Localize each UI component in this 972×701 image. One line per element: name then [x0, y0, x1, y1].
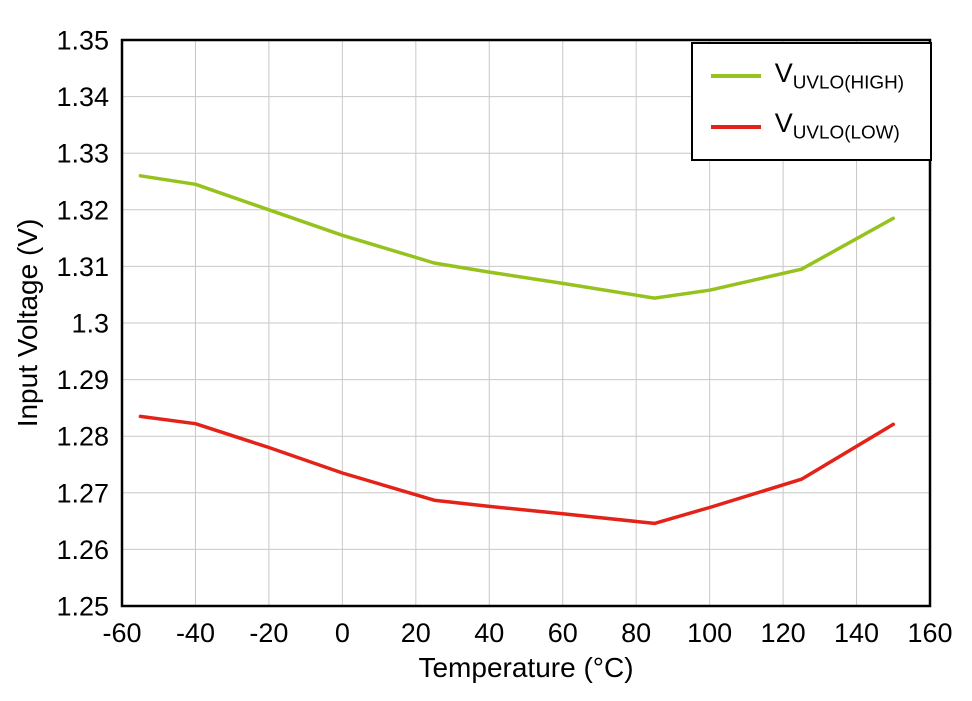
legend-label-vuvlo-high: VUVLO(HIGH)	[775, 58, 904, 94]
x-tick-label: -20	[249, 618, 288, 648]
x-tick-label: -40	[176, 618, 215, 648]
legend-item-vuvlo-low: VUVLO(LOW)	[710, 108, 904, 144]
legend: VUVLO(HIGH) VUVLO(LOW)	[690, 42, 932, 161]
legend-label-sub: UVLO(HIGH)	[792, 72, 904, 94]
x-tick-label: 140	[834, 618, 879, 648]
x-tick-label: 120	[761, 618, 806, 648]
legend-label-vuvlo-low: VUVLO(LOW)	[775, 108, 900, 144]
x-tick-label: 20	[401, 618, 431, 648]
y-tick-label: 1.35	[56, 25, 109, 55]
y-tick-label: 1.25	[56, 591, 109, 621]
x-axis-title: Temperature (°C)	[418, 652, 634, 683]
x-tick-label: 40	[474, 618, 504, 648]
y-tick-label: 1.28	[56, 422, 109, 452]
y-tick-label: 1.33	[56, 139, 109, 169]
x-tick-label: 100	[687, 618, 732, 648]
y-tick-label: 1.26	[56, 535, 109, 565]
y-axis-title: Input Voltage (V)	[12, 218, 43, 428]
y-tick-label: 1.31	[56, 252, 109, 282]
legend-swatch-vuvlo-high	[710, 74, 761, 79]
y-tick-label: 1.34	[56, 82, 109, 112]
y-tick-label: 1.3	[71, 308, 109, 338]
y-tick-label: 1.27	[56, 478, 109, 508]
x-tick-label: 80	[621, 618, 651, 648]
y-tick-label: 1.29	[56, 365, 109, 395]
series-line-vuvlo(low)	[138, 414, 896, 526]
legend-item-vuvlo-high: VUVLO(HIGH)	[710, 58, 904, 94]
y-tick-label: 1.32	[56, 195, 109, 225]
x-tick-label: 160	[907, 618, 952, 648]
x-tick-label: 0	[335, 618, 350, 648]
x-tick-label: 60	[548, 618, 578, 648]
legend-label-sub: UVLO(LOW)	[792, 122, 900, 144]
series-line-vuvlo(high)	[138, 174, 896, 300]
x-tick-label: -60	[102, 618, 141, 648]
legend-swatch-vuvlo-low	[710, 124, 761, 129]
legend-label-main: V	[774, 108, 793, 139]
legend-label-main: V	[774, 58, 793, 88]
plot-border	[120, 38, 932, 608]
